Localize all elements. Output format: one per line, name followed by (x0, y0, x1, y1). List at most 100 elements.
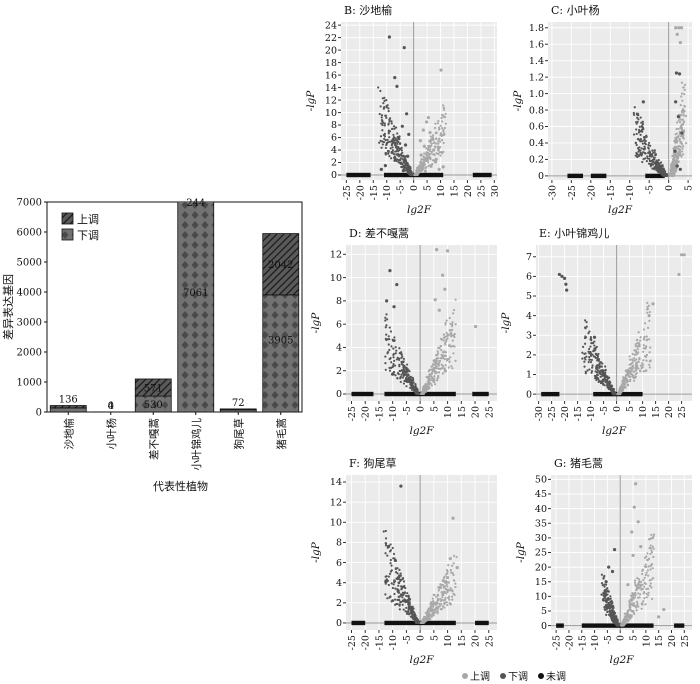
panel-g-down-cloud-138 (604, 599, 607, 602)
panel-g-up-cloud-234 (636, 596, 640, 599)
panel-g-down-cloud-144 (610, 600, 613, 603)
panel-c-ytick-label-5: 1.0 (529, 89, 544, 100)
panel-g-xtick-label-3: -10 (590, 635, 601, 650)
panel-f-up-cloud-118 (444, 587, 447, 591)
panel-c-up-cloud-213 (675, 146, 678, 150)
panel-e-up-cloud-225 (631, 359, 634, 362)
panel-b-up-cloud-163 (424, 166, 427, 170)
panel-d-up-cloud-199 (438, 367, 441, 370)
panel-c-ytick-label-4: 0.8 (529, 105, 544, 116)
panel-f-up-cloud-140 (436, 593, 439, 596)
panel-c-down-cloud-232 (657, 164, 660, 167)
panel-f-y-axis-title: -lgP (310, 541, 322, 563)
panel-f-up-cloud-127 (441, 595, 444, 599)
panel-e-down-cloud-215 (601, 373, 604, 376)
bar-ytick-label-5: 5000 (17, 258, 42, 269)
panel-b-down-cloud-63 (392, 133, 395, 136)
panel-b-down-point-15 (379, 167, 383, 171)
panel-d-up-cloud-114 (450, 331, 453, 334)
panel-d-down-cloud-224 (403, 370, 407, 373)
panel-d-xtick-label-7: 10 (443, 406, 454, 418)
panel-b-up-point-0 (439, 68, 443, 72)
panel-e-up-cloud-197 (623, 379, 626, 382)
panel-g-up-cloud-187 (645, 571, 648, 574)
panel-d-down-cloud-255 (403, 374, 406, 377)
panel-d-up-cloud-105 (430, 365, 433, 368)
panel-c-down-cloud-192 (640, 128, 644, 131)
panel-c-up-cloud-230 (680, 81, 684, 84)
panel-c-up-cloud-173 (680, 123, 683, 126)
panel-c-up-cloud-211 (673, 153, 676, 157)
bar-ytick-label-4: 4000 (17, 288, 42, 299)
panel-f-up-cloud-251 (437, 589, 440, 592)
panel-f-down-point-6 (407, 607, 411, 611)
panel-b-ytick-label-9: 18 (325, 58, 337, 69)
panel-e-down-point-0 (557, 272, 562, 277)
panel-c-down-point-5 (677, 72, 682, 76)
panel-b-down-cloud-114 (381, 129, 384, 132)
panel-c-down-cloud-174 (642, 136, 646, 139)
panel-e-up-cloud-239 (643, 354, 646, 358)
panel-b-down-cloud-245 (402, 161, 406, 164)
bar-label-up-1: 4 (108, 401, 114, 412)
panel-d-down-cloud-172 (404, 366, 407, 370)
panel-g-up-cloud-209 (631, 598, 634, 601)
panel-b-down-point-7 (397, 137, 401, 141)
panel-c-down-cloud-254 (662, 174, 665, 177)
bar-label-down-1: 0 (108, 401, 114, 412)
panel-e-down-cloud-97 (593, 344, 596, 347)
panel-f-up-cloud-98 (445, 601, 449, 604)
panel-g-down-cloud-242 (615, 619, 619, 622)
panel-b-up-point-4 (428, 130, 432, 135)
panel-g-up-point-5 (631, 553, 635, 558)
panel-c-up-cloud-188 (672, 168, 675, 171)
panel-b-xtick-label-11: 30 (490, 185, 501, 197)
panel-d-down-cloud-243 (392, 362, 395, 366)
panel-g-up-cloud-246 (652, 533, 656, 536)
panel-d-down-point-2 (385, 299, 389, 303)
panel-d-down-cloud-242 (398, 347, 401, 350)
panel-b-up-cloud-228 (431, 159, 435, 162)
panel-e-up-cloud-102 (628, 379, 632, 383)
panel-b-down-cloud-231 (387, 132, 390, 135)
panel-c-down-cloud-196 (637, 150, 640, 153)
panel-e-up-cloud-248 (625, 378, 629, 381)
panel-f-up-cloud-215 (445, 581, 448, 585)
panel-e-up-cloud-190 (642, 328, 646, 331)
panel-e-down-cloud-213 (593, 340, 596, 343)
panel-g-down-cloud-86 (603, 585, 606, 588)
panel-g-up-cloud-230 (623, 615, 627, 618)
panel-g-down-cloud-168 (602, 577, 605, 580)
panel-b-none-band-0 (346, 172, 371, 178)
panel-g-down-cloud-64 (605, 613, 608, 617)
panel-b-xtick-label-5: 0 (409, 185, 420, 191)
panel-b-down-cloud-190 (399, 158, 402, 162)
panel-f-up-cloud-45 (440, 603, 443, 606)
bar-label-down-5: 3905 (268, 335, 293, 346)
panel-c-down-cloud-198 (645, 134, 648, 137)
panel-e-down-cloud-69 (598, 372, 601, 375)
panel-g-up-cloud-188 (648, 584, 652, 587)
panel-d-none-band-2 (472, 391, 489, 397)
panel-f-up-cloud-42 (454, 582, 457, 585)
panel-f-up-cloud-176 (432, 593, 435, 596)
panel-b-up-cloud-111 (443, 132, 446, 135)
panel-c-down-cloud-82 (637, 128, 641, 132)
panel-e-up-cloud-105 (626, 383, 629, 387)
panel-d-up-cloud-212 (443, 357, 446, 361)
panel-b-ytick-label-11: 22 (325, 33, 337, 44)
panel-d-up-cloud-256 (443, 354, 446, 358)
panel-d-up-point-3 (443, 287, 447, 291)
panel-g-up-cloud-183 (623, 612, 626, 615)
panel-d-up-cloud-255 (451, 328, 454, 332)
panel-b-down-cloud-55 (381, 123, 384, 127)
panel-g-up-cloud-38 (641, 572, 644, 576)
panel-c-up-point-0 (674, 26, 678, 30)
panel-c-up-cloud-250 (673, 139, 676, 142)
panel-b-up-point-14 (437, 167, 441, 171)
panel-b-down-cloud-203 (389, 117, 392, 120)
panel-d-up-cloud-181 (445, 340, 448, 343)
panel-d-y-axis-title: -lgP (310, 312, 322, 334)
panel-d-up-cloud-46 (454, 298, 457, 301)
panel-b-down-cloud-216 (381, 121, 385, 124)
